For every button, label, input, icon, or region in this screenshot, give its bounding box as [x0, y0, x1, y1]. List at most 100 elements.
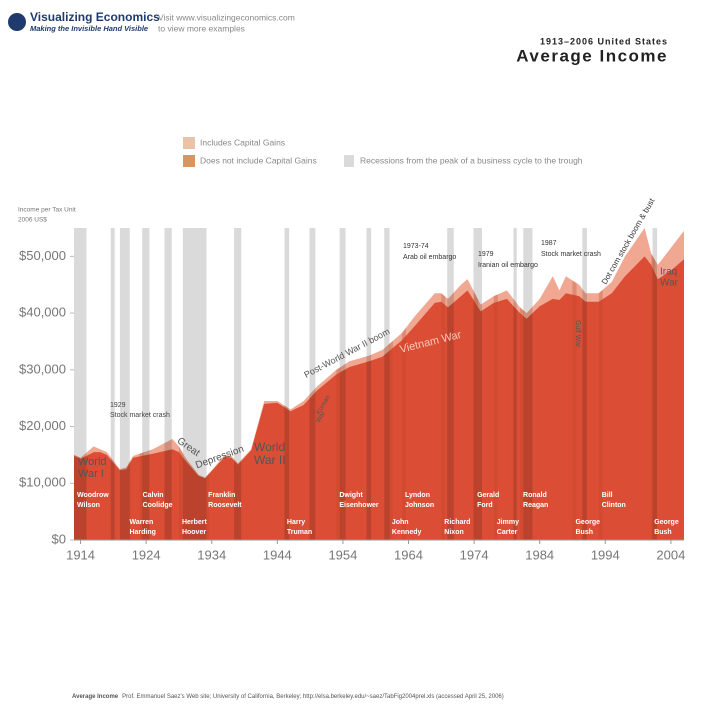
- term-stripe: [598, 228, 603, 540]
- president-label: Wilson: [77, 502, 100, 509]
- brand: Visualizing Economics: [30, 10, 160, 24]
- source-text: Prof. Emmanuel Saez's Web site; Universi…: [122, 694, 504, 700]
- president-label: Calvin: [143, 492, 164, 499]
- president-label: John: [392, 519, 409, 526]
- x-tick-label: 2004: [656, 547, 685, 562]
- legend-swatch: [183, 155, 195, 167]
- y-axis-label: 2006 US$: [18, 217, 47, 224]
- president-label: Bush: [575, 529, 593, 536]
- annotation: Stock market crash: [541, 251, 601, 258]
- president-label: Clinton: [602, 502, 626, 509]
- president-label: Ronald: [523, 492, 547, 499]
- term-stripe: [520, 228, 525, 540]
- annotation: 1929: [110, 402, 126, 409]
- legend-swatch: [183, 137, 195, 149]
- term-stripe: [493, 228, 498, 540]
- annotation: Stock market crash: [110, 412, 170, 419]
- president-label: Dwight: [339, 492, 363, 499]
- area: [74, 256, 684, 540]
- chart-title: Average Income: [516, 46, 668, 65]
- x-tick-label: 1954: [328, 547, 357, 562]
- x-tick-label: 1994: [591, 547, 620, 562]
- annotation: 1987: [541, 240, 557, 247]
- x-tick-label: 1934: [197, 547, 226, 562]
- annotation: Arab oil embargo: [403, 254, 456, 261]
- visit: to view more examples: [158, 23, 245, 33]
- term-stripe: [336, 228, 341, 540]
- president-label: Herbert: [182, 519, 208, 526]
- annotation: War II: [254, 453, 286, 467]
- annotation: 1973-74: [403, 243, 429, 250]
- term-stripe: [474, 228, 479, 540]
- president-label: Carter: [497, 529, 518, 536]
- source: Average Income Prof. Emmanuel Saez's Web …: [72, 694, 504, 700]
- president-label: Jimmy: [497, 519, 519, 526]
- annotation: World: [254, 440, 285, 454]
- annotation: 1979: [478, 251, 494, 258]
- term-stripe: [401, 228, 406, 540]
- president-label: Gerald: [477, 492, 499, 499]
- president-label: Kennedy: [392, 529, 422, 536]
- president-label: Nixon: [444, 529, 463, 536]
- term-stripe: [178, 228, 183, 540]
- tagline: Making the Invisible Hand Visible: [30, 24, 148, 33]
- recession-band: [142, 228, 150, 540]
- president-label: George: [654, 519, 679, 526]
- x-tick-label: 1974: [460, 547, 489, 562]
- y-tick-label: $50,000: [19, 248, 66, 263]
- y-axis-label: Income per Tax Unit: [18, 207, 76, 214]
- term-stripe: [441, 228, 446, 540]
- y-tick-label: $0: [52, 531, 66, 546]
- president-label: Woodrow: [77, 492, 109, 499]
- recession-band: [234, 228, 242, 540]
- president-label: Bush: [654, 529, 672, 536]
- x-tick-label: 1984: [525, 547, 554, 562]
- president-label: Coolidge: [143, 502, 173, 509]
- legend-label: Recessions from the peak of a business c…: [360, 155, 583, 165]
- term-stripe: [572, 228, 577, 540]
- legend-swatch: [344, 155, 354, 167]
- x-tick-label: 1914: [66, 547, 95, 562]
- y-tick-label: $30,000: [19, 361, 66, 376]
- y-tick-label: $10,000: [19, 475, 66, 490]
- source-label: Average Income: [72, 694, 119, 700]
- legend-label: Includes Capital Gains: [200, 137, 285, 147]
- logo: [8, 13, 26, 31]
- annotation: Iraq: [660, 267, 677, 278]
- chart-subtitle: 1913–2006 United States: [540, 36, 668, 46]
- president-label: Reagan: [523, 502, 548, 509]
- recession-band: [119, 228, 130, 540]
- x-tick-label: 1964: [394, 547, 423, 562]
- president-label: Johnson: [405, 502, 434, 509]
- president-label: Harding: [129, 529, 155, 536]
- visit: Visit www.visualizingeconomics.com: [158, 12, 295, 22]
- x-tick-label: 1924: [132, 547, 161, 562]
- annotation: World: [78, 456, 107, 468]
- president-label: Roosevelt: [208, 502, 242, 509]
- president-label: George: [575, 519, 600, 526]
- y-tick-label: $40,000: [19, 305, 66, 320]
- president-label: Warren: [129, 519, 153, 526]
- recession-band: [110, 228, 115, 540]
- y-tick-label: $20,000: [19, 418, 66, 433]
- annotation: Gulf War: [574, 320, 581, 348]
- term-stripe: [651, 228, 656, 540]
- president-label: Richard: [444, 519, 470, 526]
- recession-band: [164, 228, 172, 540]
- president-label: Franklin: [208, 492, 235, 499]
- president-label: Bill: [602, 492, 613, 499]
- president-label: Ford: [477, 502, 493, 509]
- annotation: War I: [78, 468, 104, 480]
- term-stripe: [388, 228, 393, 540]
- legend-label: Does not include Capital Gains: [200, 155, 317, 165]
- annotation: War: [660, 278, 679, 289]
- recession-band: [284, 228, 290, 540]
- president-label: Truman: [287, 529, 312, 536]
- recession-band: [309, 228, 316, 540]
- annotation: Iranian oil embargo: [478, 262, 538, 269]
- president-label: Lyndon: [405, 492, 430, 499]
- president-label: Eisenhower: [339, 502, 379, 509]
- president-label: Harry: [287, 519, 305, 526]
- x-tick-label: 1944: [263, 547, 292, 562]
